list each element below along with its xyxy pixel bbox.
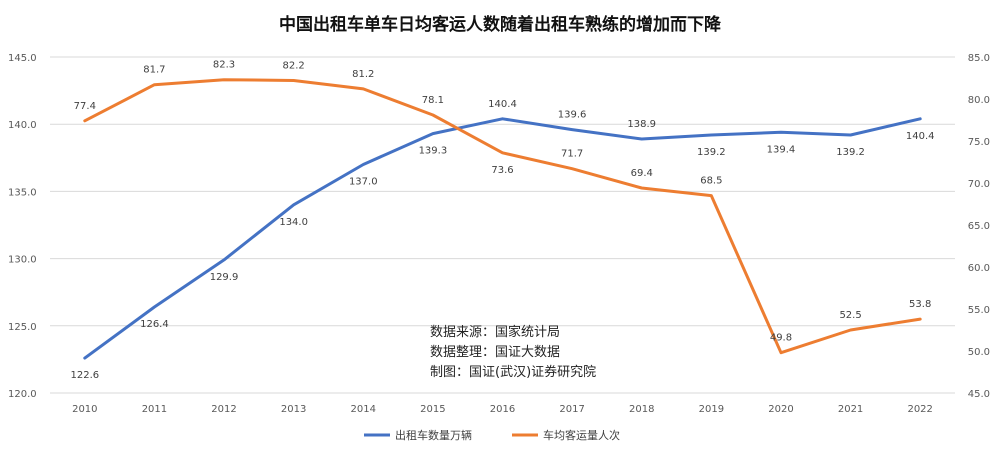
data-label: 73.6 — [491, 165, 513, 176]
left-tick-label: 130.0 — [8, 255, 37, 266]
right-tick-label: 45.0 — [968, 389, 990, 400]
data-labels: 122.6 126.4 129.9 134.0 137.0 139.3 140.4 139.6… — [70, 60, 934, 381]
left-tick-label: 125.0 — [8, 322, 37, 333]
right-tick-label: 55.0 — [968, 305, 990, 316]
data-label: 68.5 — [700, 176, 722, 187]
data-label: 140.4 — [906, 131, 935, 142]
data-label: 82.2 — [283, 61, 305, 72]
data-label: 139.6 — [558, 110, 587, 121]
data-label: 81.2 — [352, 69, 374, 80]
x-tick-label: 2013 — [281, 404, 306, 415]
right-tick-label: 70.0 — [968, 179, 990, 190]
left-tick-label: 120.0 — [8, 389, 37, 400]
left-tick-label: 135.0 — [8, 187, 37, 198]
right-tick-label: 60.0 — [968, 263, 990, 274]
x-tick-label: 2015 — [420, 404, 445, 415]
gridlines — [50, 56, 955, 394]
data-label: 49.8 — [770, 333, 792, 344]
data-label: 77.4 — [74, 101, 96, 112]
data-label: 78.1 — [422, 95, 444, 106]
data-label: 137.0 — [349, 177, 378, 188]
x-tick-label: 2022 — [907, 404, 932, 415]
data-label: 53.8 — [909, 299, 931, 310]
annotation-producer: 制图：国证(武汉)证券研究院 — [430, 364, 596, 380]
left-tick-label: 145.0 — [8, 53, 37, 64]
data-label: 69.4 — [631, 168, 653, 179]
data-label: 52.5 — [839, 310, 861, 321]
right-tick-label: 65.0 — [968, 221, 990, 232]
data-label: 139.2 — [697, 147, 726, 158]
x-tick-label: 2020 — [768, 404, 793, 415]
data-label: 126.4 — [140, 319, 169, 330]
data-label: 81.7 — [143, 65, 165, 76]
data-label: 134.0 — [279, 217, 308, 228]
data-label: 71.7 — [561, 149, 583, 160]
source-annotations: 数据来源：国家统计局 数据整理：国证大数据 制图：国证(武汉)证券研究院 — [430, 324, 596, 380]
series-lines — [83, 78, 922, 360]
x-tick-label: 2016 — [490, 404, 515, 415]
right-axis-ticks: 45.0 50.0 55.0 60.0 65.0 70.0 75.0 80.0 85.0 — [968, 53, 990, 400]
right-tick-label: 75.0 — [968, 137, 990, 148]
right-tick-label: 50.0 — [968, 347, 990, 358]
data-label: 139.2 — [836, 147, 865, 158]
x-tick-label: 2018 — [629, 404, 654, 415]
x-tick-label: 2012 — [211, 404, 236, 415]
data-label: 82.3 — [213, 60, 235, 71]
data-label: 140.4 — [488, 99, 517, 110]
x-tick-label: 2011 — [142, 404, 167, 415]
series-line-vehicles — [83, 117, 922, 360]
data-label: 139.3 — [419, 146, 448, 157]
right-tick-label: 85.0 — [968, 53, 990, 64]
left-tick-label: 140.0 — [8, 120, 37, 131]
data-label: 138.9 — [627, 119, 656, 130]
legend: 出租车数量万辆 车均客运量人次 — [364, 428, 620, 442]
x-tick-label: 2021 — [838, 404, 863, 415]
data-label: 129.9 — [210, 272, 239, 283]
legend-label-passengers: 车均客运量人次 — [543, 428, 620, 442]
x-tick-label: 2014 — [351, 404, 376, 415]
chart-title: 中国出租车单车日均客运人数随着出租车熟练的增加而下降 — [279, 14, 722, 35]
x-axis-ticks: 2010 2011 2012 2013 2014 2015 2016 2017 2018 2019… — [72, 404, 933, 415]
data-label: 122.6 — [70, 370, 99, 381]
x-tick-label: 2019 — [699, 404, 724, 415]
left-axis-ticks: 120.0 125.0 130.0 135.0 140.0 145.0 — [8, 53, 37, 400]
series-line-passengers — [83, 78, 922, 355]
x-tick-label: 2017 — [559, 404, 584, 415]
x-tick-label: 2010 — [72, 404, 97, 415]
legend-label-vehicles: 出租车数量万辆 — [395, 428, 472, 442]
annotation-source: 数据来源：国家统计局 — [430, 324, 560, 340]
right-tick-label: 80.0 — [968, 95, 990, 106]
data-label: 139.4 — [767, 144, 796, 155]
annotation-organizer: 数据整理：国证大数据 — [430, 345, 560, 360]
